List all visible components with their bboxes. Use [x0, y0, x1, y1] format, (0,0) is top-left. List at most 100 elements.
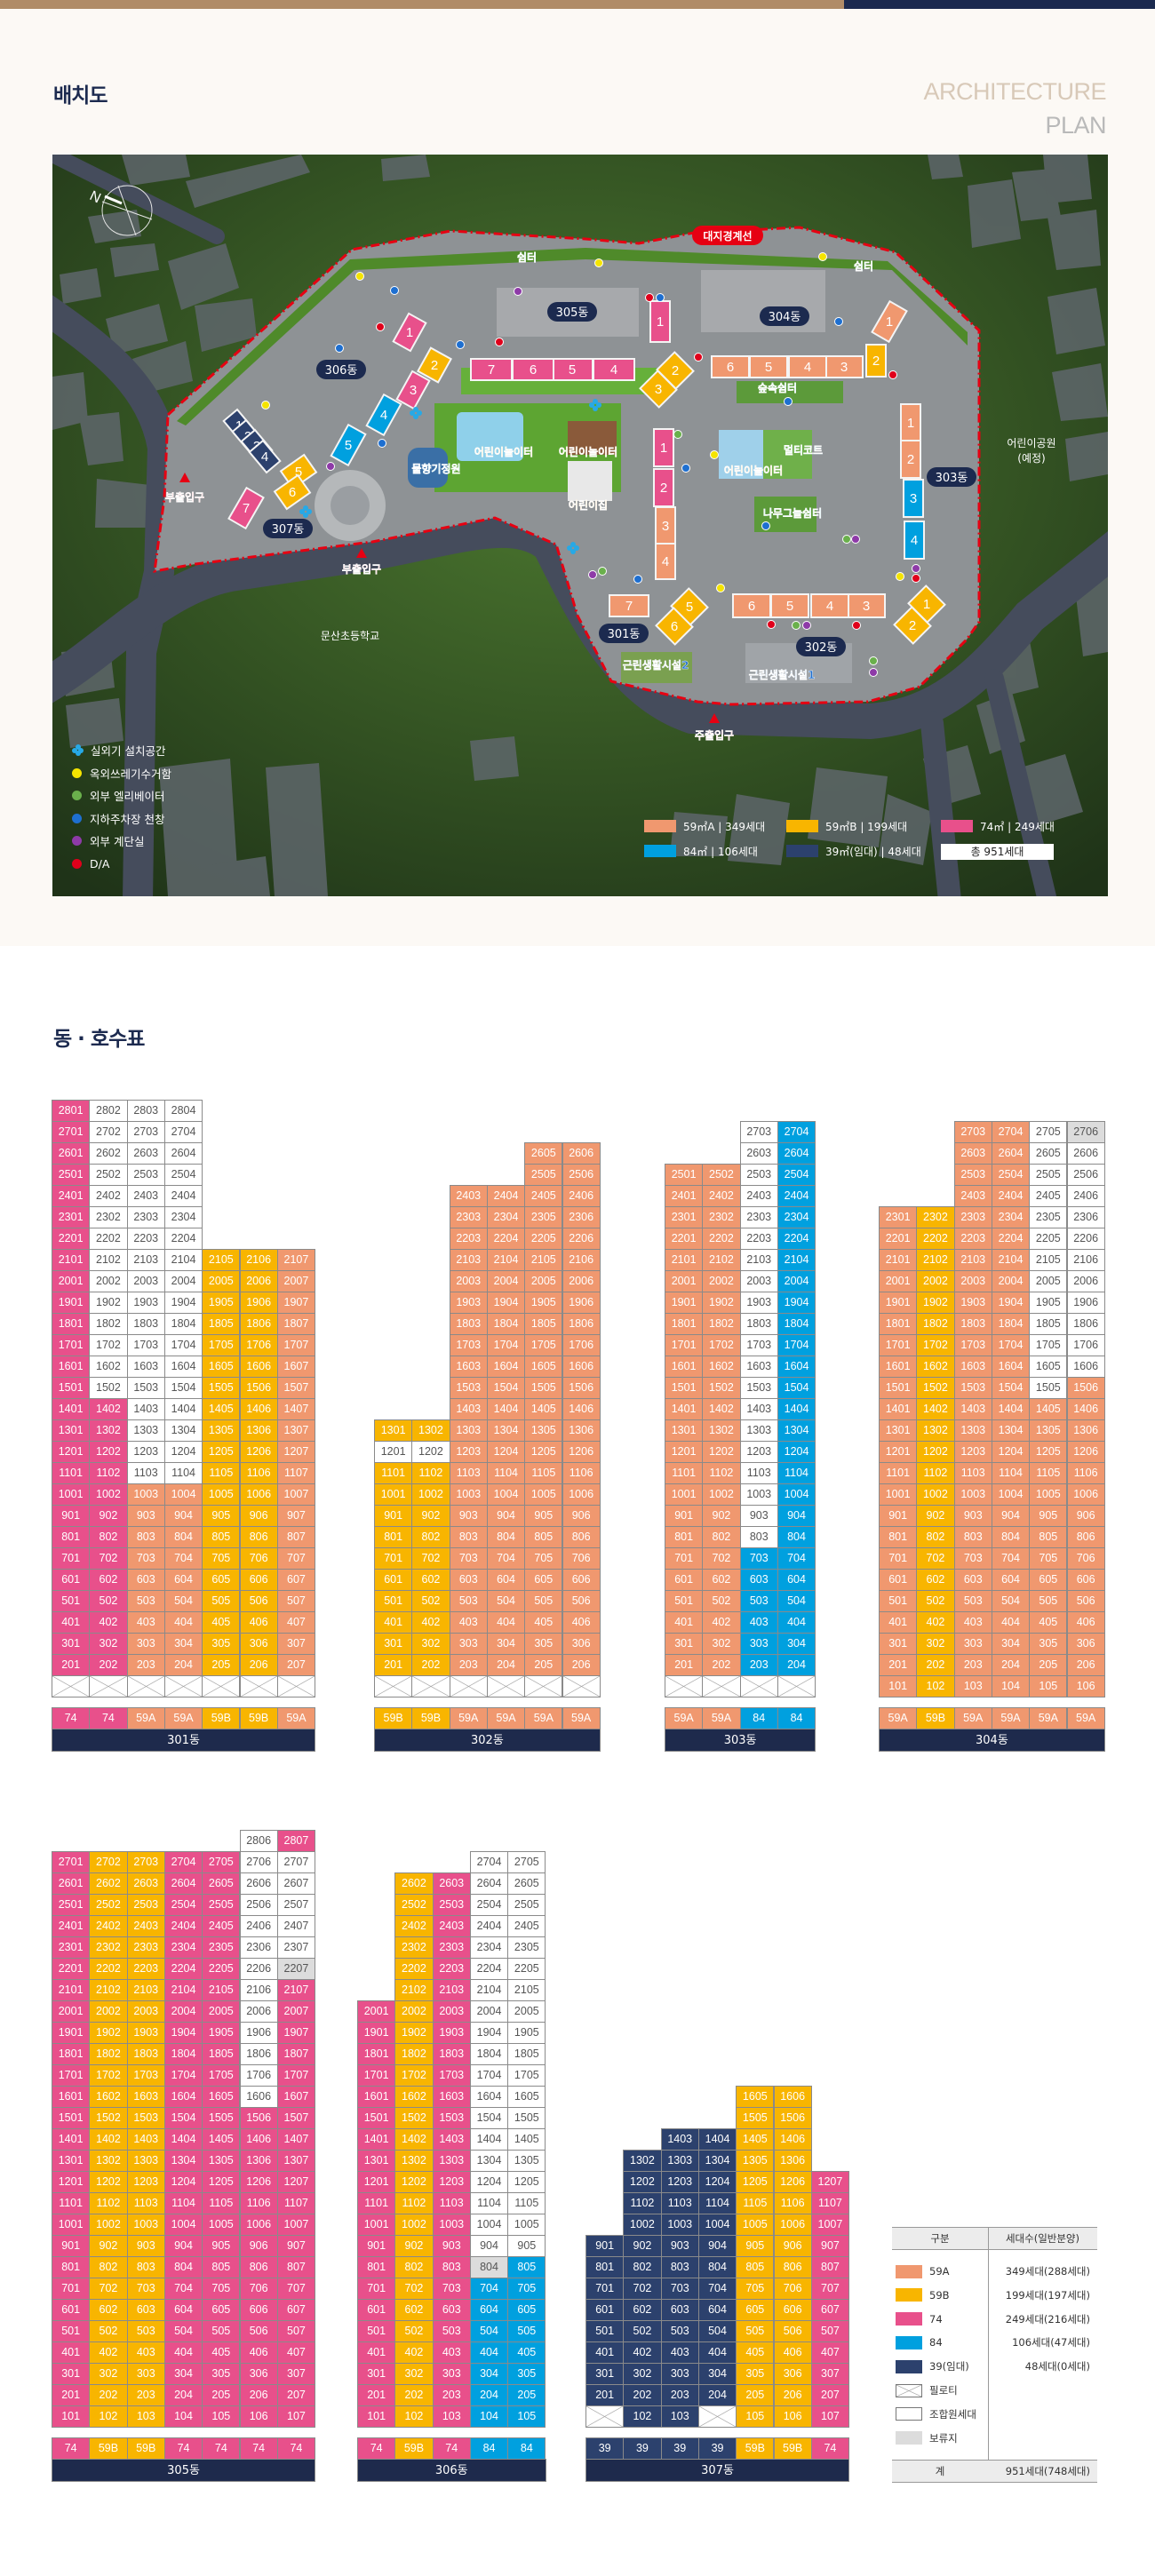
unit-cell: 2206	[239, 1958, 278, 1980]
unit-cell: 105	[507, 2405, 546, 2428]
unit-cell: 1903	[739, 1292, 778, 1314]
unit-cell: 501	[374, 1590, 413, 1612]
unit-cell: 401	[52, 1611, 91, 1634]
unit-cell: 1802	[394, 2043, 434, 2065]
summary-total-row: 계 951세대(748세대)	[892, 2460, 1097, 2483]
map-markers	[261, 252, 920, 677]
unit-cell: 901	[374, 1505, 413, 1527]
daycare-label: 어린이집	[569, 498, 608, 512]
unit-cell: 705	[202, 2278, 241, 2300]
unit-cell: 901	[52, 1505, 91, 1527]
unit-cell: 1007	[276, 2214, 316, 2236]
unit-cell: 2202	[916, 1228, 955, 1250]
unit-cell: 603	[432, 2299, 471, 2321]
unit-cell: 2404	[469, 1915, 509, 1937]
piloti-cell	[486, 1675, 526, 1697]
unit-cell: 2006	[1066, 1270, 1105, 1292]
trash-bin-icon	[261, 401, 270, 409]
summary-label: 보류지	[929, 2431, 958, 2445]
unit-cell: 1403	[449, 1398, 488, 1420]
unit-cell: 303	[660, 2363, 699, 2385]
unit-cell: 2504	[469, 1894, 509, 1916]
unit-cell: 401	[879, 1611, 918, 1634]
unit-cell: 1107	[276, 2192, 316, 2214]
map-unit-number: 6	[530, 362, 537, 378]
da-icon	[495, 338, 504, 346]
unit-cell: 304	[486, 1633, 526, 1655]
unit-cell: 104	[991, 1675, 1031, 1697]
entrance-marker-icon	[709, 713, 720, 723]
retail-facility-1-label: 근린생활시설1	[749, 668, 816, 681]
unit-cell: 2503	[739, 1164, 778, 1186]
unit-cell: 2405	[202, 1915, 241, 1937]
map-unit-block: 1	[871, 299, 908, 344]
map-unit-block-shape	[273, 473, 312, 511]
unit-cell: 1103	[660, 2192, 699, 2214]
unit-cell: 1406	[1066, 1398, 1105, 1420]
unit-cell: 204	[486, 1654, 526, 1676]
unit-type-cell: 39	[697, 2437, 737, 2460]
park-label-note: (예정)	[1017, 452, 1045, 465]
map-unit-block-shape	[512, 358, 554, 381]
unit-cell: 701	[357, 2278, 396, 2300]
unit-cell: 1403	[126, 1398, 165, 1420]
unit-cell: 501	[52, 1590, 91, 1612]
unit-cell: 2604	[163, 1872, 203, 1895]
map-building-label: 301동	[599, 624, 649, 643]
map-unit-number: 5	[686, 600, 693, 615]
unit-cell: 1404	[469, 2128, 509, 2151]
stair-icon	[869, 668, 878, 677]
unit-cell: 2302	[916, 1206, 955, 1228]
unit-cell: 1004	[486, 1483, 526, 1506]
unit-cell: 105	[202, 2405, 241, 2428]
unit-cell: 202	[89, 1654, 128, 1676]
unit-cell: 1102	[411, 1462, 450, 1484]
unit-cell: 1605	[202, 1356, 241, 1378]
unit-cell: 804	[163, 1526, 203, 1548]
unit-cell: 203	[126, 2384, 165, 2406]
unit-cell: 502	[89, 1590, 128, 1612]
unit-cell: 901	[585, 2235, 625, 2257]
unit-cell: 1004	[469, 2214, 509, 2236]
map-unit-block: 1	[900, 403, 921, 442]
unit-cell: 1804	[777, 1313, 816, 1335]
map-building-label: 307동	[263, 519, 313, 538]
unit-cell: 804	[163, 2256, 203, 2278]
unit-cell: 1701	[52, 2064, 91, 2087]
unit-cell: 1301	[374, 1419, 413, 1442]
unit-cell: 1101	[357, 2192, 396, 2214]
map-unit-block: 6	[711, 355, 750, 378]
unit-cell: 905	[202, 2235, 241, 2257]
unit-cell: 1205	[202, 1441, 241, 1463]
unit-cell: 2201	[52, 1228, 91, 1250]
unit-cell: 1304	[991, 1419, 1031, 1442]
unit-cell: 1206	[239, 2171, 278, 2193]
english-title-line2: PLAN	[1045, 112, 1106, 139]
unit-cell: 803	[953, 1526, 992, 1548]
unit-cell: 2003	[739, 1270, 778, 1292]
map-unit-block: 5	[749, 355, 788, 378]
unit-cell: 803	[126, 1526, 165, 1548]
map-unit-number: 3	[655, 382, 662, 397]
unit-cell: 1001	[879, 1483, 918, 1506]
unit-cell: 1001	[665, 1483, 704, 1506]
summary-row: 39(임대) 48세대(0세대)	[892, 2358, 1097, 2374]
unit-cell: 504	[697, 2320, 737, 2342]
unit-cell: 903	[953, 1505, 992, 1527]
unit-cell: 106	[1066, 1675, 1105, 1697]
unit-cell: 2202	[89, 1958, 128, 1980]
unit-cell: 2604	[777, 1142, 816, 1165]
landscape	[177, 248, 968, 683]
map-unit-number: 5	[345, 438, 352, 453]
unit-cell: 605	[524, 1569, 563, 1591]
unit-cell: 704	[163, 2278, 203, 2300]
unit-cell: 1304	[486, 1419, 526, 1442]
unit-cell: 1002	[394, 2214, 434, 2236]
unit-cell: 1002	[89, 1483, 128, 1506]
unit-cell: 201	[52, 2384, 91, 2406]
map-building-label: 302동	[796, 637, 846, 656]
unit-cell: 901	[665, 1505, 704, 1527]
unit-cell: 903	[126, 2235, 165, 2257]
unit-cell: 206	[562, 1654, 601, 1676]
unit-cell: 407	[276, 1611, 316, 1634]
